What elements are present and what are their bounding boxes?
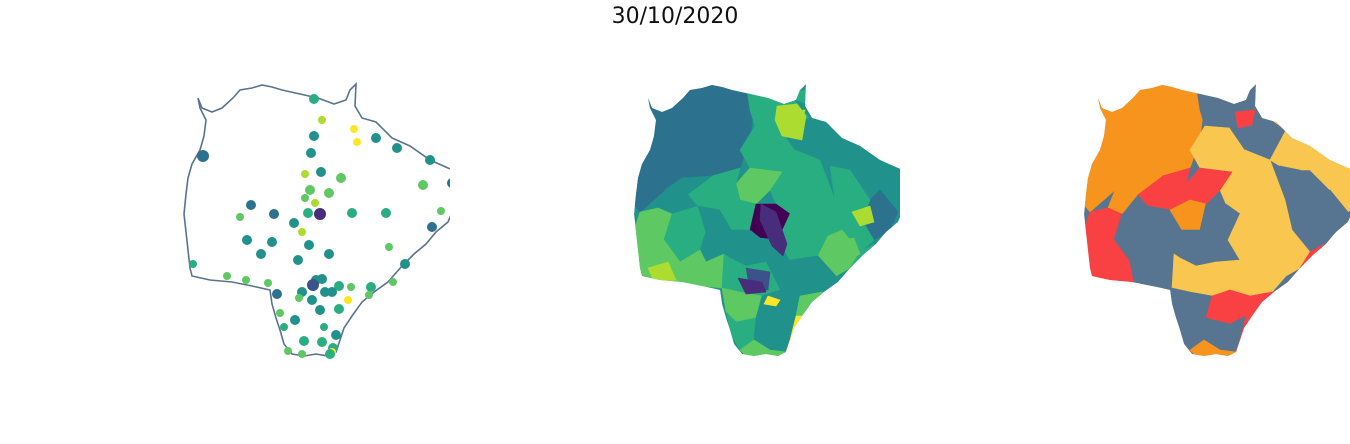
municipality-region xyxy=(737,277,767,295)
map-point xyxy=(336,173,346,183)
municipality-region xyxy=(839,237,861,263)
map-point xyxy=(331,330,341,340)
map-point xyxy=(242,276,250,284)
state-outline xyxy=(183,81,450,357)
map-point xyxy=(327,287,337,297)
map-point xyxy=(276,309,284,317)
map-point xyxy=(289,218,299,228)
map-point xyxy=(303,208,313,218)
map-point xyxy=(290,315,300,325)
map-point xyxy=(272,289,282,299)
map-point xyxy=(267,237,277,247)
municipality-region xyxy=(787,347,795,356)
municipality-region xyxy=(759,203,788,257)
map-point xyxy=(334,281,344,291)
municipality-region xyxy=(763,295,781,307)
map-point xyxy=(298,228,306,236)
figure-title: 30/10/2020 xyxy=(611,4,739,29)
map-point xyxy=(305,185,315,195)
map-point xyxy=(371,133,381,143)
map-point xyxy=(353,138,361,146)
map-choropleth-categorical xyxy=(1084,84,1350,356)
map-point xyxy=(316,167,326,177)
map-point xyxy=(189,260,197,268)
map-point xyxy=(256,249,266,259)
map-point xyxy=(197,150,209,162)
map-point xyxy=(350,125,358,133)
map-point xyxy=(425,155,435,165)
map-point xyxy=(347,208,357,218)
map-point xyxy=(418,180,428,190)
map-point xyxy=(284,347,292,355)
map-point xyxy=(301,170,309,178)
map-point xyxy=(236,213,244,221)
map-point xyxy=(447,178,450,188)
map-point xyxy=(304,240,314,250)
municipality-region xyxy=(1195,267,1221,291)
map-point xyxy=(437,207,445,215)
map-point xyxy=(309,131,319,141)
map-point xyxy=(307,295,317,305)
map-choropleth-viridis xyxy=(634,84,900,356)
map-point xyxy=(324,188,334,198)
map-point xyxy=(223,272,231,280)
map-point xyxy=(264,279,272,287)
map-point xyxy=(385,243,393,251)
map-point xyxy=(298,350,306,358)
map-point xyxy=(344,296,352,304)
map-point xyxy=(314,208,326,220)
map-point xyxy=(246,200,256,210)
map-point xyxy=(324,249,334,259)
map-point xyxy=(320,323,328,331)
map-point xyxy=(317,337,327,347)
map-point xyxy=(280,323,288,331)
map-point xyxy=(299,336,309,346)
municipality-region xyxy=(647,261,677,283)
map-point xyxy=(269,209,279,219)
map-point xyxy=(309,94,319,104)
municipality-region xyxy=(774,103,807,141)
map-point xyxy=(315,305,325,315)
map-point xyxy=(295,294,303,302)
map-point xyxy=(347,283,355,291)
map-point xyxy=(392,143,402,153)
map-point xyxy=(427,222,437,232)
map-point xyxy=(400,259,410,269)
map-point xyxy=(366,282,376,292)
map-point xyxy=(293,255,303,265)
map-points xyxy=(183,81,450,359)
map-point xyxy=(334,304,344,314)
municipality-region xyxy=(851,205,875,227)
map-point xyxy=(301,194,309,202)
map-point xyxy=(306,148,316,158)
map-point xyxy=(317,274,327,284)
map-point xyxy=(389,278,397,286)
map-point xyxy=(320,287,330,297)
map-point xyxy=(365,291,373,299)
municipality-region xyxy=(1234,109,1256,129)
map-point xyxy=(307,279,319,291)
map-point xyxy=(318,116,326,124)
map-point xyxy=(311,199,319,207)
map-point xyxy=(325,349,335,359)
map-point xyxy=(381,208,391,218)
map-point xyxy=(242,235,252,245)
